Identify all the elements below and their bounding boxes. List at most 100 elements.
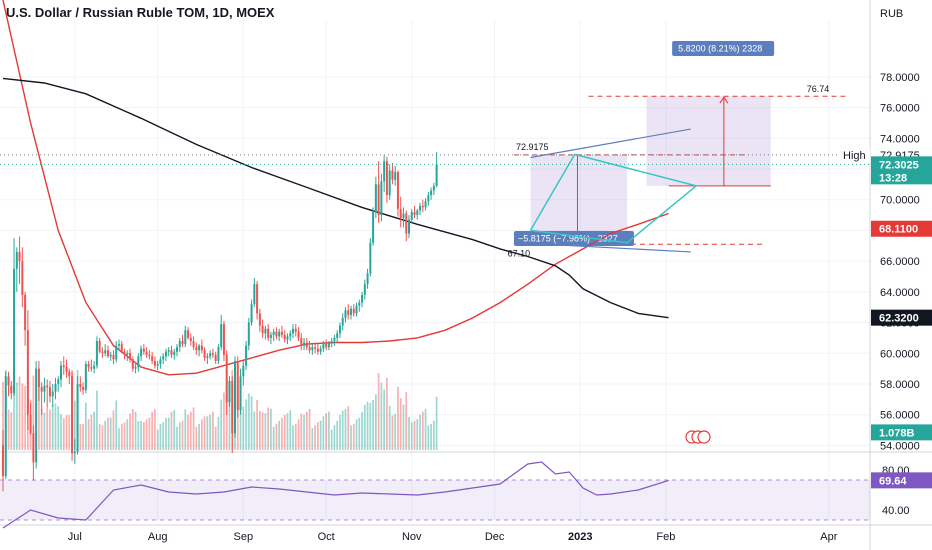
volume-bar (2, 382, 4, 450)
volume-bar (242, 406, 245, 450)
candle-body (352, 308, 355, 314)
candle-body (245, 345, 248, 366)
price-tag-box (871, 309, 932, 326)
volume-bar (10, 412, 13, 450)
candle-body (264, 328, 267, 334)
candle-body (402, 213, 405, 219)
candle-body (84, 364, 87, 391)
candle-body (300, 337, 303, 346)
volume-bar (38, 383, 40, 450)
candle-body (195, 347, 198, 351)
volume-bar (54, 403, 57, 450)
candle-body (308, 347, 311, 351)
projection-tool: 5.8200 (8.21%) 2328 −5.8175 (−7.98%) −232… (508, 41, 846, 258)
candle-body (189, 337, 192, 341)
volume-bar (421, 411, 424, 450)
candle-body (405, 213, 408, 234)
volume-bar (79, 424, 82, 450)
candle-body (106, 350, 109, 357)
volume-bar (410, 422, 413, 450)
candle-body (374, 184, 377, 212)
volume-bar (397, 387, 399, 450)
volume-bar (228, 395, 231, 450)
volume-bar (361, 412, 363, 450)
volume-bar (154, 408, 156, 450)
candle-body (430, 190, 433, 196)
volume-bar (394, 413, 397, 450)
low-value: 67.10 (508, 248, 531, 258)
projection-up-box (646, 96, 771, 186)
volume-bar (399, 398, 402, 450)
candle-body (292, 328, 294, 334)
volume-bar (333, 425, 336, 450)
candle-body (95, 341, 98, 366)
candle-body (338, 325, 341, 334)
up-label: 5.8200 (8.21%) 2328 (678, 44, 762, 54)
candle-body (87, 364, 90, 368)
price-tick-label: 56.0000 (880, 410, 920, 422)
price-axis[interactable]: RUB54.000056.000058.000060.000062.000064… (880, 8, 920, 517)
rsi-pane (0, 461, 870, 529)
volume-bar (286, 413, 289, 450)
candle-body (272, 331, 275, 335)
candle-body (129, 353, 132, 360)
candle-body (176, 347, 178, 352)
candle-body (200, 345, 203, 351)
volume-bar (123, 422, 126, 450)
volume-bar (270, 408, 272, 450)
rsi-tag-value: 69.64 (879, 475, 907, 487)
candle-body (413, 212, 416, 216)
candle-body (361, 294, 364, 303)
volume-bar (430, 423, 432, 450)
volume-bar (170, 411, 173, 450)
volume-bar (322, 416, 325, 450)
pattern-lines (529, 128, 698, 253)
candle-body (173, 351, 176, 355)
candle-body (410, 212, 413, 220)
volume-bar (189, 411, 192, 450)
candle-body (220, 324, 223, 348)
triangle-pattern (529, 153, 698, 244)
candle-body (90, 367, 93, 369)
candle-body (98, 341, 101, 352)
volume-bar (363, 404, 366, 450)
volume-bar (325, 413, 327, 450)
rsi-line (2, 461, 669, 529)
candle-body (156, 364, 159, 366)
volume-bar (73, 400, 76, 450)
candle-body (37, 368, 40, 388)
volume-bar (339, 415, 341, 450)
time-tick-label: Apr (820, 531, 837, 543)
candle-body (256, 284, 259, 314)
price-axis-unit: RUB (880, 8, 903, 20)
chart-title: U.S. Dollar / Russian Ruble TOM, 1D, MOE… (6, 5, 275, 20)
candle-body (427, 195, 430, 202)
candle-body (71, 376, 74, 454)
time-axis[interactable]: Jul Aug Sep Oct Nov Dec 2023 Feb Apr (68, 531, 838, 543)
candle-body (341, 317, 344, 326)
candle-body (247, 322, 250, 346)
candle-body (101, 351, 104, 354)
candle-body (344, 310, 347, 318)
candle-body (211, 353, 214, 355)
volume-bar (181, 420, 184, 450)
candle-body (236, 360, 239, 411)
volume-bar (369, 403, 372, 450)
candle-body (181, 341, 184, 345)
candle-body (21, 261, 24, 295)
candle-body (289, 333, 292, 337)
volume-bar (176, 426, 178, 450)
candle-body (153, 360, 156, 366)
candle-body (118, 344, 120, 346)
volume-bar (391, 415, 394, 450)
volume-bar (272, 426, 275, 450)
candle-body (305, 342, 308, 348)
price-tag-box (871, 424, 932, 441)
candle-body (283, 334, 286, 340)
candle-body (104, 350, 107, 354)
volume-bar (297, 419, 300, 450)
candle-body (2, 445, 4, 477)
volume-bar (87, 419, 90, 450)
candle-body (347, 310, 350, 315)
